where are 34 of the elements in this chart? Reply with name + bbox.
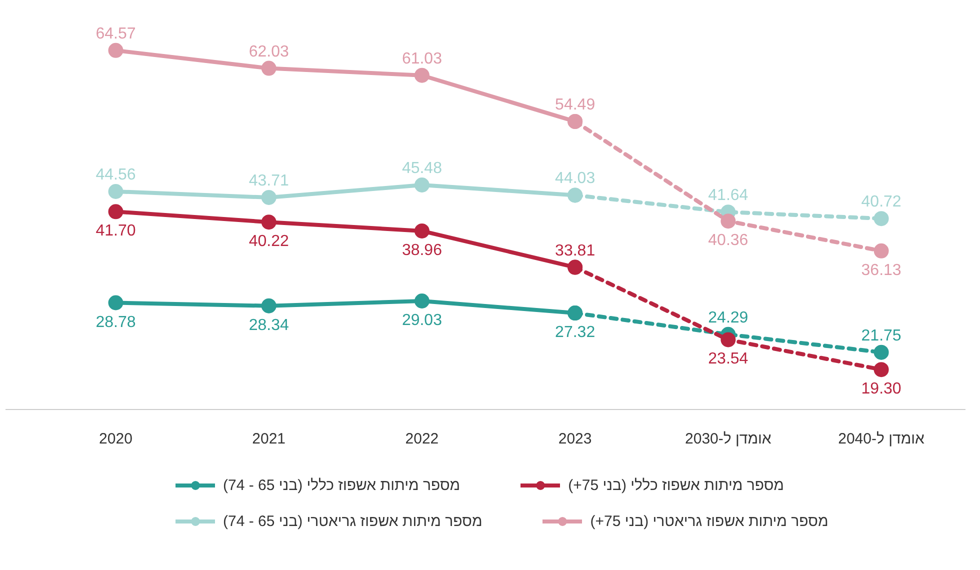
x-tick-label: 2023 [558, 430, 592, 448]
legend-label: מספר מיתות אשפוז גריאטרי (בני 75+) [590, 512, 828, 530]
data-label: 41.70 [96, 222, 136, 240]
legend-label: מספר מיתות אשפוז כללי (בני 65 - 74) [223, 476, 460, 494]
data-label: 21.75 [861, 327, 902, 344]
legend-label: מספר מיתות אשפוז גריאטרי (בני 65 - 74) [223, 512, 482, 530]
data-label: 36.13 [861, 262, 902, 279]
x-tick-label: 2022 [405, 430, 439, 448]
x-tick-label: אומדן ל-2040 [838, 430, 926, 448]
data-label: 54.49 [555, 96, 596, 114]
data-label: 44.56 [96, 166, 136, 184]
data-label: 23.54 [708, 350, 748, 368]
x-tick-label: 2021 [252, 430, 286, 448]
data-label: 45.48 [402, 160, 442, 178]
legend-label: מספר מיתות אשפוז כללי (בני 75+) [568, 476, 784, 494]
x-tick-label: 2020 [99, 430, 132, 448]
data-label: 27.32 [555, 324, 596, 342]
data-label: 61.03 [402, 50, 442, 68]
data-label: 44.03 [555, 170, 596, 188]
data-label: 33.81 [555, 242, 596, 260]
data-label: 40.72 [861, 194, 902, 211]
data-label: 19.30 [861, 380, 902, 398]
data-label: 24.29 [708, 309, 748, 326]
data-label: 28.78 [96, 314, 136, 331]
data-label: 29.03 [402, 312, 442, 329]
data-label: 38.96 [402, 242, 442, 259]
data-label: 40.22 [248, 233, 289, 250]
data-label: 43.71 [248, 172, 289, 190]
x-tick-label: אומדן ל-2030 [685, 430, 772, 448]
data-label: 62.03 [248, 43, 289, 60]
data-label: 41.64 [708, 187, 748, 204]
data-label: 28.34 [248, 316, 289, 334]
data-label: 64.57 [96, 25, 136, 42]
data-label: 40.36 [708, 232, 748, 250]
